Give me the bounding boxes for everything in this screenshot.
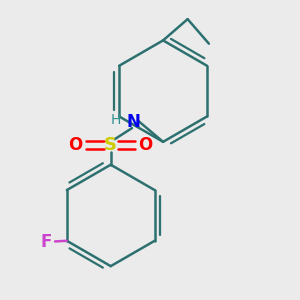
Text: N: N — [127, 113, 141, 131]
Text: H: H — [111, 112, 122, 127]
Text: O: O — [139, 136, 153, 154]
Text: F: F — [40, 233, 52, 251]
Text: O: O — [69, 136, 83, 154]
Text: S: S — [104, 136, 117, 154]
